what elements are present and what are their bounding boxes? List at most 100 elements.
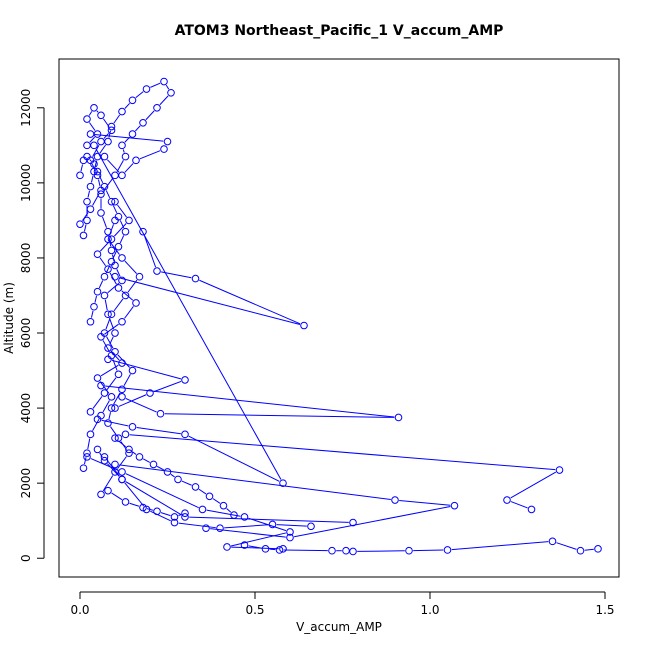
data-point xyxy=(129,97,136,104)
series-line-segment xyxy=(120,235,123,242)
series-line-segment xyxy=(126,399,157,413)
series-line-segment xyxy=(84,457,86,464)
data-point xyxy=(182,377,189,384)
data-point xyxy=(98,112,105,119)
series-line-segment xyxy=(118,441,125,447)
y-tick-label: 0 xyxy=(19,554,33,562)
data-point xyxy=(87,431,94,438)
data-point xyxy=(451,502,458,509)
series-line-segment xyxy=(207,510,241,516)
series-line-segment xyxy=(179,523,216,528)
series-line-segment xyxy=(114,115,120,123)
series-line-segment xyxy=(100,258,106,266)
series-line-segment xyxy=(157,466,164,470)
data-point xyxy=(224,544,231,551)
series-line-segment xyxy=(97,111,98,112)
series-line-segment xyxy=(128,280,137,292)
series-line-segment xyxy=(137,427,181,433)
series-line-segment xyxy=(107,378,116,390)
data-point xyxy=(157,410,164,417)
series-line-segment xyxy=(96,149,281,479)
data-point xyxy=(77,172,84,179)
series-line-segment xyxy=(277,525,307,526)
y-axis-label: Altitude (m) xyxy=(2,282,16,354)
data-point xyxy=(269,521,276,528)
series-line-segment xyxy=(119,465,391,500)
data-point xyxy=(595,546,602,553)
series-line-segment xyxy=(556,543,576,550)
data-point xyxy=(301,322,308,329)
series-line-segment xyxy=(126,474,199,508)
data-point xyxy=(126,217,133,224)
data-point xyxy=(549,538,556,545)
data-point xyxy=(112,172,119,179)
data-point xyxy=(101,292,108,299)
series-line-segment xyxy=(104,179,113,191)
series-line-segment xyxy=(150,83,160,87)
series-line-segment xyxy=(110,273,116,284)
data-point xyxy=(129,424,136,431)
series-line-segment xyxy=(227,508,231,512)
data-point xyxy=(87,131,94,138)
data-point xyxy=(136,273,143,280)
series-line-segment xyxy=(224,525,268,528)
data-point xyxy=(98,491,105,498)
data-point xyxy=(94,288,101,295)
series-line-segment xyxy=(88,191,90,198)
data-point xyxy=(119,172,126,179)
series-line-segment xyxy=(166,85,169,89)
series-line-segment xyxy=(103,119,109,127)
series-line-segment xyxy=(452,542,549,550)
data-point xyxy=(140,120,147,127)
data-point xyxy=(87,206,94,213)
series-line-segment xyxy=(160,96,168,105)
series-line-segment xyxy=(99,281,102,288)
data-point xyxy=(192,484,199,491)
data-point xyxy=(556,467,563,474)
y-tick-label: 12000 xyxy=(19,89,33,127)
series-line-segment xyxy=(182,481,192,485)
data-point xyxy=(161,78,168,85)
series-line-segment xyxy=(81,164,83,171)
data-point xyxy=(199,506,206,513)
data-point xyxy=(406,547,413,554)
series-line-segment xyxy=(103,340,109,351)
data-point xyxy=(91,104,98,111)
series-line-segment xyxy=(125,261,137,274)
data-point xyxy=(122,228,129,235)
series-line-segment xyxy=(91,176,93,183)
x-tick-label: 1.5 xyxy=(595,603,614,617)
series-line-segment xyxy=(125,163,133,172)
data-point xyxy=(77,221,84,228)
data-point xyxy=(161,146,168,153)
data-point xyxy=(119,108,126,115)
series-line-segment xyxy=(171,474,175,477)
series-line-segment xyxy=(84,224,86,231)
series-line-segment xyxy=(135,126,140,131)
data-point xyxy=(115,285,122,292)
data-point xyxy=(119,142,126,149)
series-line-segment xyxy=(144,236,155,267)
data-point xyxy=(192,275,199,282)
series-4 xyxy=(112,461,458,541)
data-point xyxy=(94,446,101,453)
data-point xyxy=(133,157,140,164)
series-line-segment xyxy=(125,103,130,108)
series-13 xyxy=(87,198,139,415)
data-point xyxy=(168,89,175,96)
x-tick-label: 0.0 xyxy=(70,603,89,617)
series-7 xyxy=(112,228,308,328)
series-15 xyxy=(77,153,129,325)
data-point xyxy=(119,386,126,393)
data-point xyxy=(577,547,584,554)
series-line-segment xyxy=(585,549,594,550)
chart-title: ATOM3 Northeast_Pacific_1 V_accum_AMP xyxy=(175,23,504,39)
data-point xyxy=(80,232,87,239)
series-line-segment xyxy=(118,456,127,468)
data-point xyxy=(98,138,105,145)
y-tick-label: 4000 xyxy=(19,393,33,424)
